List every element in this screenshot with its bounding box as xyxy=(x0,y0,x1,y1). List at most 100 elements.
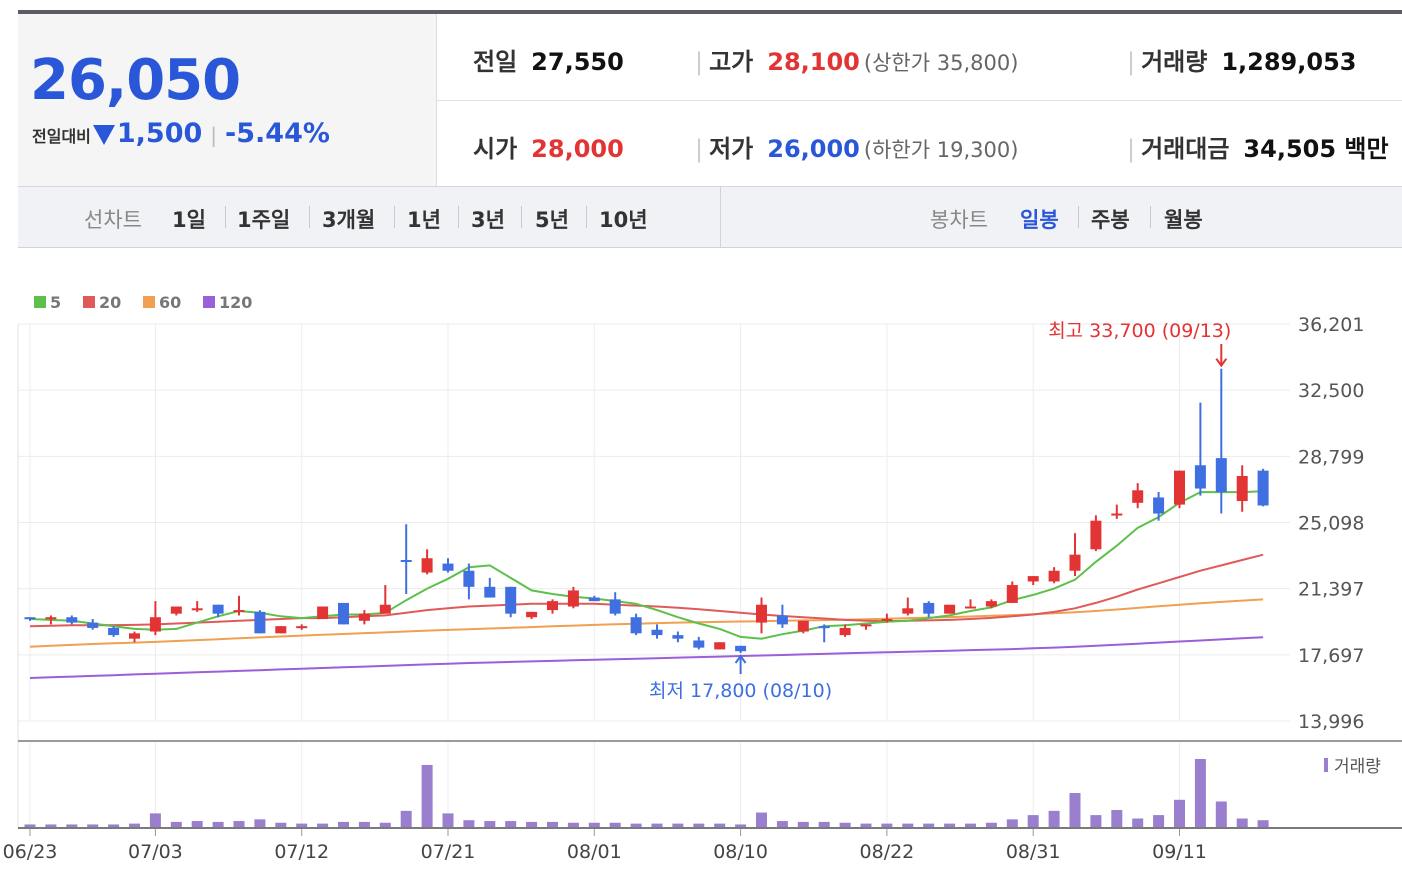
volume-bar xyxy=(881,823,893,827)
candle-body xyxy=(233,610,245,613)
y-tick-label: 25,098 xyxy=(1298,513,1364,535)
volume-bar xyxy=(630,823,642,827)
trade-value-cell: | 거래대금 34,505 백만 xyxy=(1127,129,1389,164)
legend-label: 60 xyxy=(159,293,181,312)
candle-body xyxy=(1174,470,1185,505)
candle-body xyxy=(275,626,287,634)
y-tick-label: 36,201 xyxy=(1298,314,1364,336)
volume-bar xyxy=(149,813,161,827)
tab-candle-weekly[interactable]: 주봉 xyxy=(1091,208,1130,232)
x-tick-label: 06/23 xyxy=(3,841,58,863)
tab-separator xyxy=(521,206,522,228)
volume-bar xyxy=(24,824,36,827)
volume-bar xyxy=(1257,820,1269,827)
volume-bar xyxy=(317,823,329,827)
y-tick-label: 21,397 xyxy=(1298,579,1364,601)
tab-separator xyxy=(458,206,459,228)
tab-candle-daily[interactable]: 일봉 xyxy=(1020,208,1059,232)
candle-body xyxy=(87,622,99,628)
volume-bar xyxy=(776,821,788,827)
candle-body xyxy=(714,642,726,650)
candle-body xyxy=(567,590,579,607)
open-value: 28,000 xyxy=(531,135,624,163)
volume-bar xyxy=(358,821,370,827)
volume-bar xyxy=(379,822,391,827)
y-tick-label: 13,996 xyxy=(1298,711,1364,733)
candle-body xyxy=(338,602,349,625)
candle-body xyxy=(505,586,517,614)
candle-body xyxy=(170,606,182,614)
volume-bar xyxy=(191,821,203,827)
tab-separator xyxy=(225,206,226,228)
lower-limit-text: (하한가 19,300) xyxy=(863,138,1019,162)
high-arrow-head xyxy=(1215,358,1228,368)
volume-bar xyxy=(1153,815,1165,827)
volume-bar xyxy=(1069,793,1081,827)
volume-bar xyxy=(421,764,433,827)
volume-bar xyxy=(944,823,956,827)
volume-bar xyxy=(212,821,224,827)
volume-bar xyxy=(1027,815,1039,827)
candle-body xyxy=(797,620,809,632)
x-tick-label: 08/01 xyxy=(567,841,622,863)
upper-limit-text: (상한가 35,800) xyxy=(863,51,1019,75)
tab-candle-monthly[interactable]: 월봉 xyxy=(1164,208,1203,232)
volume-bar xyxy=(170,821,182,827)
volume-bar xyxy=(254,819,266,827)
volume-bar xyxy=(588,822,600,827)
candle-body xyxy=(1257,470,1269,506)
low-value: 26,000 xyxy=(767,135,860,163)
volume-bar xyxy=(275,822,287,827)
change-separator: | xyxy=(210,123,218,147)
high-value: 28,100 xyxy=(767,48,860,76)
candle-body xyxy=(149,617,161,632)
volume-bar xyxy=(442,813,454,827)
volume-bar xyxy=(1194,759,1206,827)
tab-line-5y[interactable]: 5년 xyxy=(535,208,569,232)
tab-line-1d[interactable]: 1일 xyxy=(172,208,206,232)
candle-body xyxy=(421,558,433,573)
tab-line-10y[interactable]: 10년 xyxy=(599,208,648,232)
tab-separator xyxy=(586,206,587,228)
volume-bar xyxy=(923,823,935,827)
tab-line-1y[interactable]: 1년 xyxy=(407,208,441,232)
x-tick-label: 07/21 xyxy=(421,841,476,863)
volume-bar xyxy=(87,824,99,827)
low-annotation: 최저 17,800 (08/10) xyxy=(649,680,832,702)
candle-body xyxy=(1069,554,1081,571)
candle-body xyxy=(66,617,78,623)
volume-legend-label: 거래량 xyxy=(1334,757,1381,777)
prev-close-value: 27,550 xyxy=(531,48,624,76)
volume-bar xyxy=(45,824,57,827)
legend-swatch xyxy=(34,296,46,308)
candle-body xyxy=(1215,458,1227,493)
candle-body xyxy=(902,608,914,614)
volume-bar xyxy=(797,821,809,827)
change-rate: -5.44% xyxy=(225,118,330,149)
open-label: 시가 xyxy=(473,135,518,163)
volume-label: 거래량 xyxy=(1141,48,1208,76)
high-cell: | 고가 28,100 (상한가 35,800) xyxy=(695,42,1018,77)
candle-body xyxy=(693,640,705,648)
trade-value-label: 거래대금 xyxy=(1141,135,1230,163)
x-tick-label: 09/11 xyxy=(1152,841,1207,863)
volume-bar xyxy=(108,824,120,827)
candle-body xyxy=(776,615,788,625)
candle-body xyxy=(191,608,203,611)
candle-body xyxy=(672,635,684,639)
candle-body xyxy=(651,629,663,636)
candle-body xyxy=(588,597,600,602)
volume-bar xyxy=(547,821,558,827)
candle-body xyxy=(1006,585,1018,603)
volume-cell: | 거래량 1,289,053 xyxy=(1127,42,1356,77)
tab-line-3m[interactable]: 3개월 xyxy=(322,208,376,232)
current-price: 26,050 xyxy=(30,48,241,113)
volume-bar xyxy=(338,821,349,827)
tab-line-1w[interactable]: 1주일 xyxy=(237,208,291,232)
tab-line-3y[interactable]: 3년 xyxy=(471,208,505,232)
candle-body xyxy=(400,560,412,563)
candle-body xyxy=(45,617,57,620)
volume-bar xyxy=(463,820,475,827)
candle-body xyxy=(296,626,308,629)
cell-divider: | xyxy=(1127,48,1136,76)
